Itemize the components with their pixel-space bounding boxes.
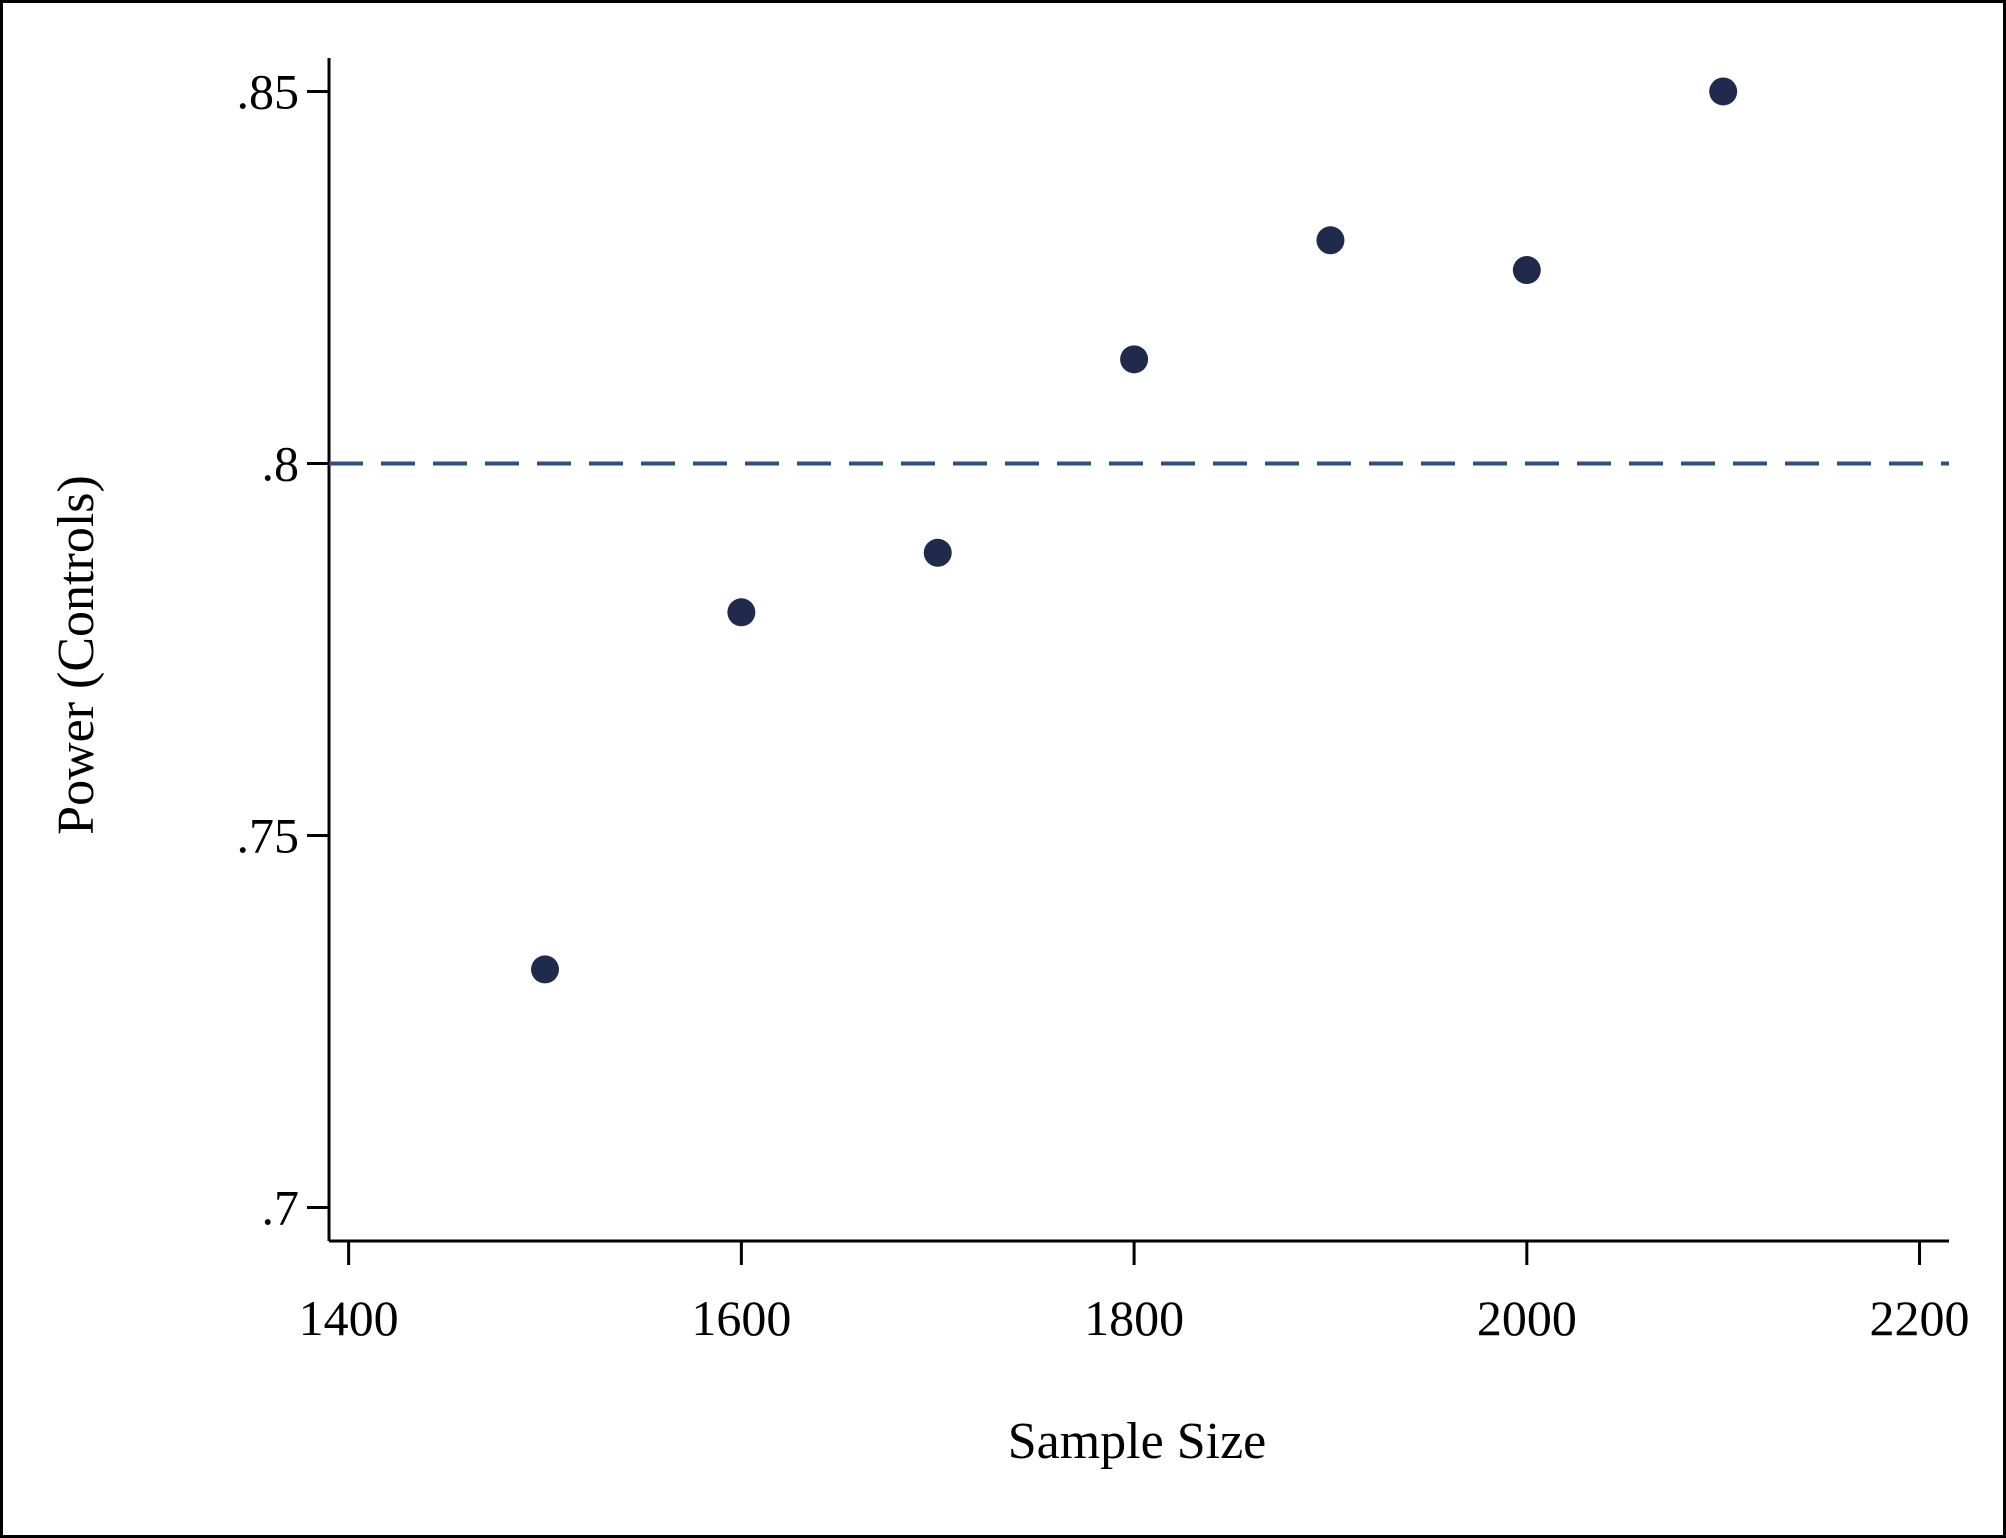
- x-tick-label: 2000: [1477, 1290, 1577, 1346]
- data-point: [727, 598, 756, 627]
- axes: [327, 58, 1949, 1243]
- y-tick-label: .85: [237, 63, 300, 119]
- data-point: [1709, 77, 1738, 106]
- y-tick-label: .7: [262, 1180, 300, 1236]
- data-points: [531, 77, 1738, 984]
- x-tick-label: 1800: [1084, 1290, 1184, 1346]
- data-point: [1316, 226, 1345, 255]
- x-ticks: 1400 1600 1800 2000 2200: [299, 1241, 1970, 1346]
- scatter-plot: .7 .75 .8 .85 1400 1600 1800 2000 2200 Sample S…: [48, 58, 1970, 1470]
- y-axis-title: Power (Controls): [48, 475, 105, 835]
- data-point: [1120, 345, 1149, 374]
- x-tick-label: 1400: [299, 1290, 399, 1346]
- x-tick-label: 2200: [1870, 1290, 1970, 1346]
- data-point: [1512, 256, 1541, 285]
- x-tick-label: 1600: [691, 1290, 791, 1346]
- data-point: [923, 538, 952, 567]
- data-point: [531, 955, 559, 984]
- y-tick-label: .75: [237, 808, 300, 864]
- y-tick-label: .8: [262, 435, 300, 491]
- y-ticks: .7 .75 .8 .85: [237, 63, 329, 1236]
- x-axis-title: Sample Size: [1008, 1413, 1267, 1470]
